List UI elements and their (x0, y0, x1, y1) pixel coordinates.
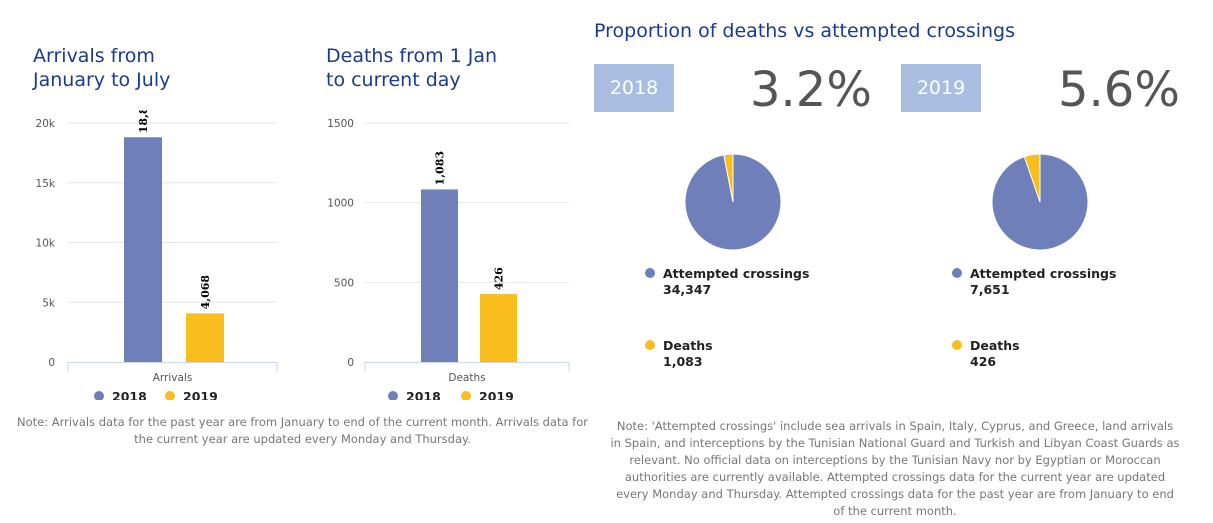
bar-2018 (124, 137, 162, 362)
legend-label-deaths: Deaths (663, 338, 713, 353)
legend-label-2018: 2018 (406, 389, 441, 400)
percentage-2019: 5.6% (1058, 62, 1180, 118)
legend-label-2018: 2018 (112, 389, 147, 400)
legend-marker-attempted-crossings (952, 268, 962, 278)
arrivals-title-line1: Arrivals from (33, 45, 155, 67)
arrivals-title: Arrivals from January to July (33, 44, 170, 92)
legend-value-attempted-crossings: 34,347 (663, 282, 711, 297)
legend-label-attempted-crossings: Attempted crossings (663, 266, 809, 281)
legend-marker-2019 (165, 391, 175, 400)
year-badge-2018: 2018 (594, 64, 674, 112)
arrivals-title-line2: January to July (33, 69, 171, 91)
legend-marker-attempted-crossings (645, 268, 655, 278)
data-label-2019: 4,068 (199, 275, 212, 310)
legend-marker-deaths (645, 340, 655, 350)
y-tick-label: 20k (36, 118, 56, 130)
pie-slice-deaths (1023, 153, 1041, 203)
proportion-title: Proportion of deaths vs attempted crossi… (594, 20, 1016, 42)
data-label-2019: 426 (493, 267, 506, 290)
y-tick-label: 15k (36, 178, 56, 190)
arrivals-bar-chart: 0 5k 10k 15k 20k 18,808 4,068 Arrivals 2018 2019 (36, 110, 278, 400)
x-category-label: Arrivals (153, 372, 193, 384)
bar-2019 (186, 313, 224, 362)
deaths-bar-chart: 0 500 1000 1500 1,083 426 Deaths 2018 2019 (327, 118, 570, 400)
y-tick-label: 1000 (327, 198, 354, 210)
x-category-label: Deaths (448, 372, 485, 384)
legend-value-attempted-crossings: 7,651 (970, 282, 1010, 297)
y-tick-label: 10k (36, 238, 56, 250)
legend-marker-deaths (952, 340, 962, 350)
legend-marker-2018 (388, 391, 398, 400)
legend-label-2019: 2019 (183, 389, 218, 400)
bar-2018 (421, 189, 458, 362)
year-badge-2019: 2019 (901, 64, 981, 112)
legend-value-deaths: 426 (970, 354, 996, 369)
legend-label-2019: 2019 (479, 389, 514, 400)
deaths-title-line1: Deaths from 1 Jan (326, 45, 498, 67)
legend-marker-2019 (461, 391, 471, 400)
pie-slice-deaths (723, 153, 734, 203)
legend-marker-2018 (94, 391, 104, 400)
deaths-title: Deaths from 1 Jan to current day (326, 44, 497, 92)
data-label-2018: 1,083 (434, 151, 447, 185)
y-tick-label: 5k (42, 297, 56, 309)
deaths-title-line2: to current day (326, 69, 461, 91)
y-tick-label: 500 (334, 277, 354, 289)
y-tick-label: 1500 (327, 118, 354, 130)
y-tick-label: 0 (48, 357, 55, 369)
percentage-2018: 3.2% (750, 62, 872, 118)
y-tick-label: 0 (347, 357, 354, 369)
legend-label-attempted-crossings: Attempted crossings (970, 266, 1116, 281)
arrivals-note: Note: Arrivals data for the past year ar… (16, 415, 588, 446)
legend-value-deaths: 1,083 (663, 354, 703, 369)
proportion-note: Note: 'Attempted crossings' include sea … (610, 419, 1180, 518)
bar-2019 (480, 294, 517, 362)
data-label-2018: 18,808 (137, 110, 150, 133)
legend-label-deaths: Deaths (970, 338, 1020, 353)
